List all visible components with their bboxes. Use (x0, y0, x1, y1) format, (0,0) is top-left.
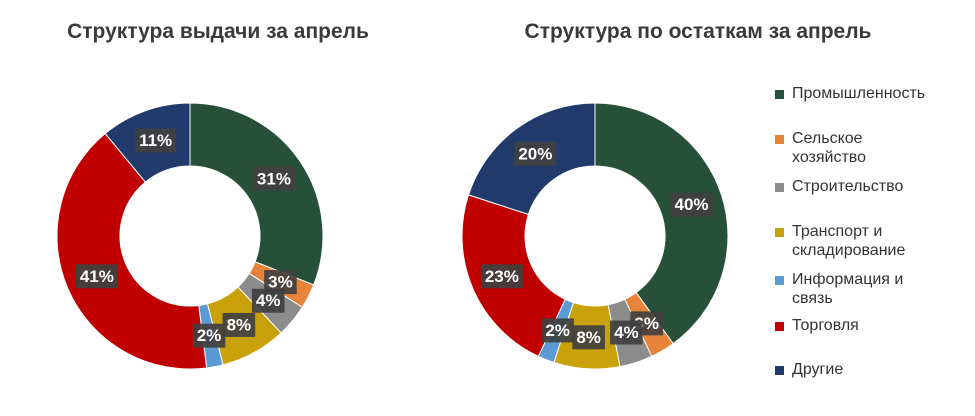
data-label: 8% (576, 328, 601, 347)
data-label-group: 20% (514, 141, 557, 166)
legend-swatch (775, 228, 784, 237)
legend-swatch (775, 322, 784, 331)
legend-item: Сельское хозяйство (775, 129, 925, 167)
data-label-group: 23% (480, 264, 523, 289)
data-label: 3% (268, 273, 293, 292)
data-label-box (541, 318, 574, 343)
data-label: 4% (256, 291, 281, 310)
data-label: 2% (545, 321, 570, 340)
donut-slice (594, 102, 729, 345)
data-label-box (670, 192, 713, 217)
data-label-box (135, 128, 177, 153)
data-label-box (610, 320, 643, 345)
legend-item: Промышленность (775, 84, 925, 103)
legend-item: Другие (775, 360, 925, 379)
data-label-box (222, 312, 256, 337)
legend-item: Транспорт и складирование (775, 222, 925, 260)
data-label-box (75, 264, 118, 289)
data-label-box (192, 323, 226, 348)
legend-item: Торговля (775, 316, 925, 335)
data-label-group: 8% (222, 312, 256, 337)
legend-label: Промышленность (792, 85, 926, 102)
data-label: 23% (485, 267, 519, 286)
data-label-group: 2% (192, 323, 226, 348)
data-label-box (480, 264, 523, 289)
data-label-box (252, 166, 295, 191)
donut-slice (56, 132, 208, 370)
data-label-box (572, 325, 605, 350)
data-label: 11% (139, 131, 172, 150)
data-label: 40% (675, 195, 709, 214)
data-label: 4% (614, 323, 639, 342)
data-label-group: 4% (610, 320, 643, 345)
legend-label: Информация и связь (792, 271, 904, 307)
chart-title: Структура по остаткам за апрель (525, 20, 872, 43)
legend-label: Транспорт и складирование (792, 223, 906, 259)
legend-label: Другие (792, 361, 844, 378)
data-label-group: 8% (572, 325, 605, 350)
data-label-group: 41% (75, 264, 118, 289)
legend-item: Строительство (775, 177, 925, 196)
data-label: 41% (80, 267, 114, 286)
data-label: 2% (197, 326, 222, 345)
data-label-box (251, 288, 285, 313)
legend-label: Строительство (792, 178, 904, 195)
legend-swatch (775, 90, 784, 99)
data-label-box (514, 141, 557, 166)
data-label-group: 31% (252, 166, 295, 191)
donut-slice (189, 102, 324, 286)
data-label-group: 4% (251, 288, 285, 313)
legend-item: Информация и связь (775, 270, 925, 308)
legend-label: Сельское хозяйство (792, 130, 867, 166)
data-label-group: 2% (541, 318, 574, 343)
legend-swatch (775, 276, 784, 285)
data-label-group: 40% (670, 192, 713, 217)
legend-swatch (775, 183, 784, 192)
data-label: 31% (257, 169, 291, 188)
data-label-group: 11% (135, 128, 177, 153)
chart-title: Структура выдачи за апрель (67, 20, 369, 43)
legend-label: Торговля (792, 317, 859, 334)
data-label: 20% (518, 144, 552, 163)
legend-swatch (775, 135, 784, 144)
legend-swatch (775, 366, 784, 375)
data-label: 8% (227, 315, 252, 334)
